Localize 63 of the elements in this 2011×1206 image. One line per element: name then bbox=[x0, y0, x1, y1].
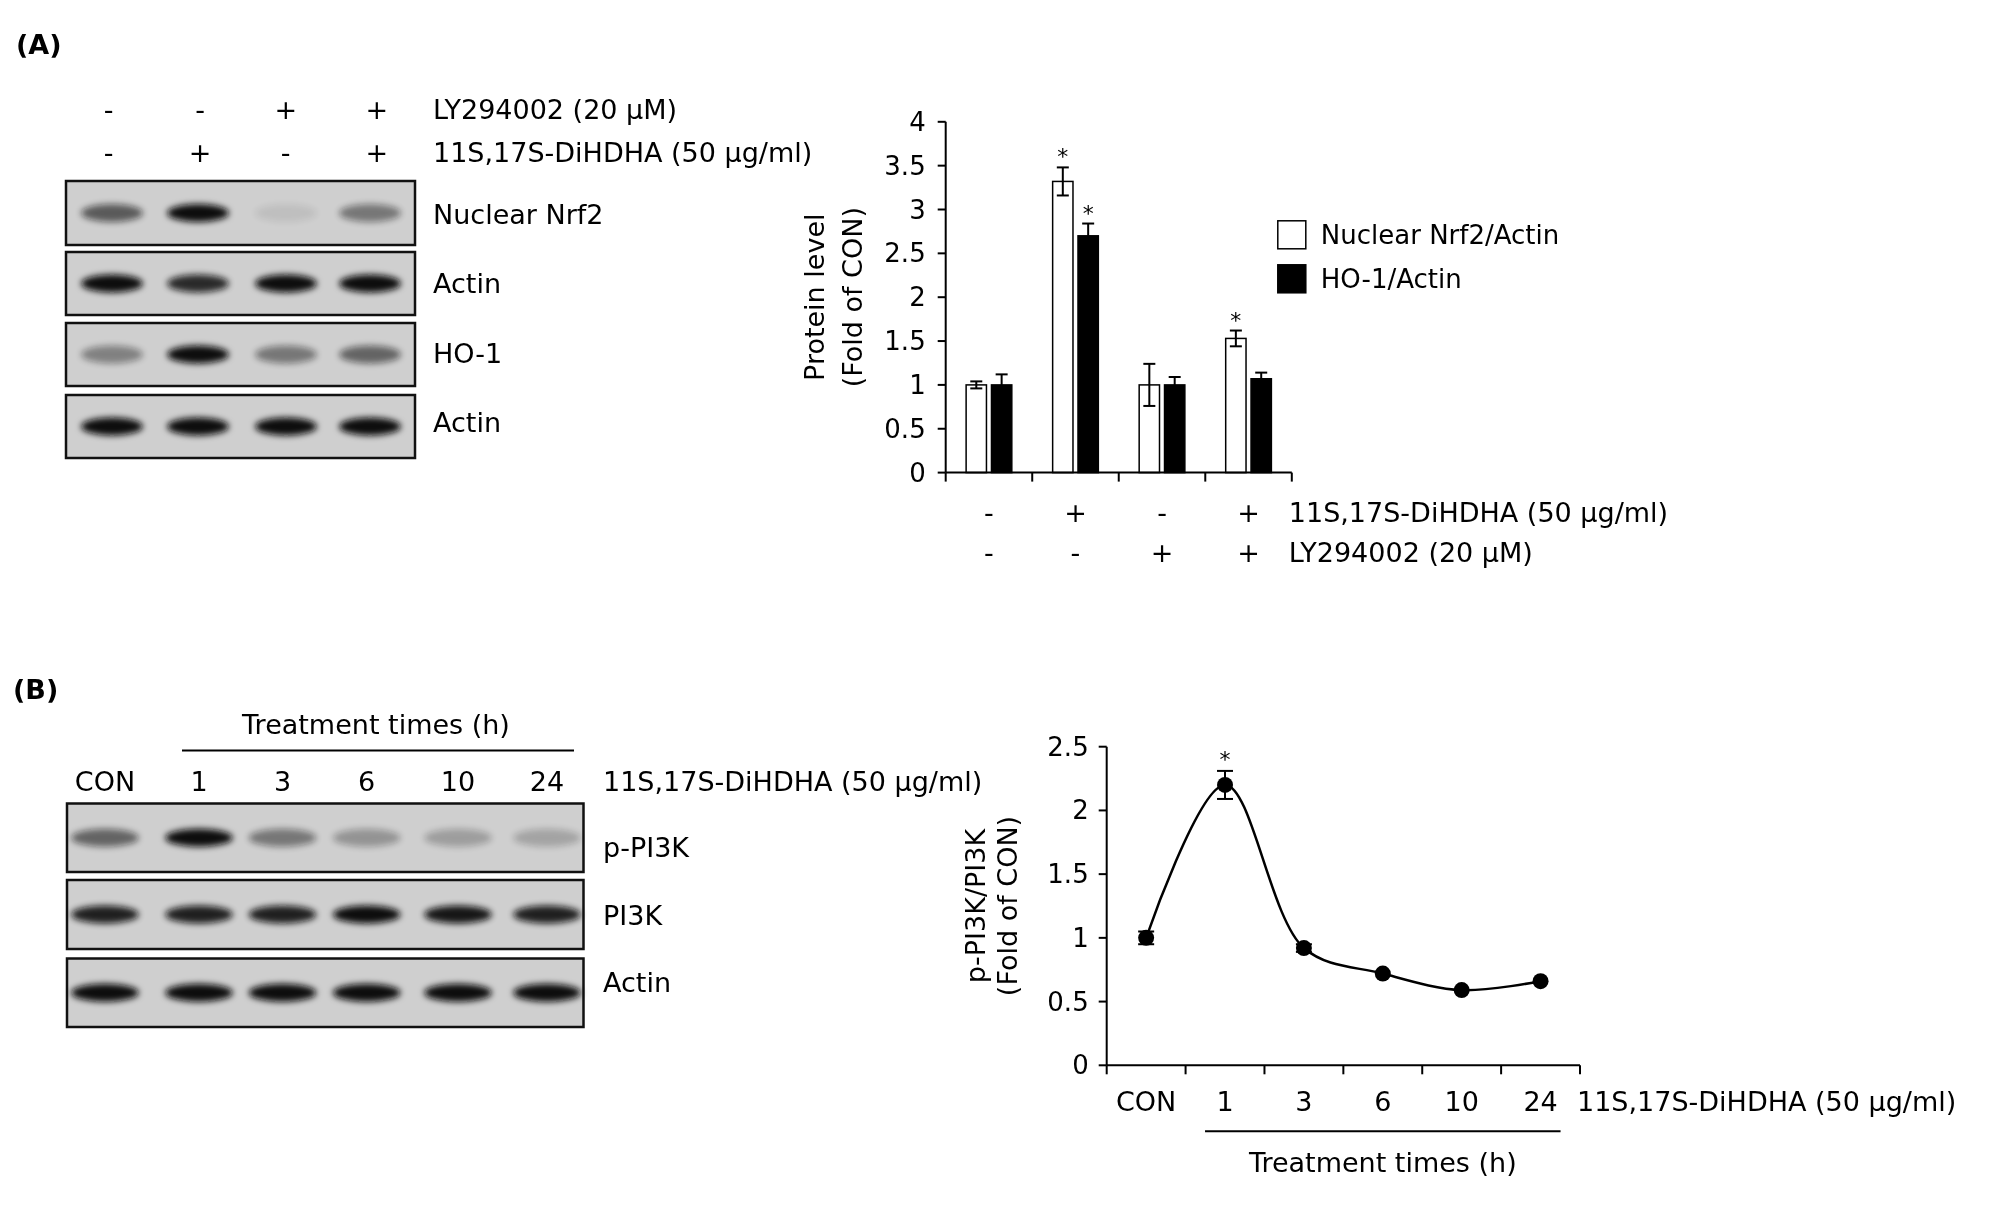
data-label: * bbox=[1082, 200, 1094, 226]
text: - bbox=[195, 93, 205, 125]
y-tick-label: 0 bbox=[909, 457, 926, 488]
y-tick-label: 2.5 bbox=[884, 238, 926, 269]
y-tick-label: 1.5 bbox=[1047, 859, 1089, 890]
text: 3 bbox=[273, 765, 292, 797]
text: Actin bbox=[433, 268, 502, 299]
x-tick-label: 1 bbox=[1216, 1085, 1234, 1117]
text: Nuclear Nrf2 bbox=[433, 199, 604, 231]
x-tick-label: CON bbox=[1115, 1085, 1177, 1117]
y-axis-title: Protein level (Fold of CON) bbox=[798, 207, 868, 388]
text: HO-1 bbox=[433, 337, 503, 369]
text: PI3K bbox=[603, 899, 664, 931]
y-tick-label: 3.5 bbox=[884, 150, 926, 181]
text: Treatment times (h) bbox=[1247, 1146, 1517, 1178]
text: (A) bbox=[16, 28, 62, 60]
text: (B) bbox=[13, 673, 59, 705]
text: - bbox=[280, 136, 291, 168]
legend-label: Nuclear Nrf2/Actin bbox=[1320, 219, 1560, 250]
text: Actin bbox=[603, 966, 672, 998]
x-tick-label: 10 bbox=[1444, 1085, 1479, 1117]
x-axis-title: 11S,17S-DiHDHA (50 μg/ml) LY294002 (20 μM) bbox=[1288, 497, 1669, 568]
y-tick-label: 1 bbox=[909, 369, 926, 400]
x-tick-label: + + bbox=[1237, 497, 1260, 568]
text: 1 bbox=[190, 765, 208, 797]
text: CON bbox=[74, 765, 136, 797]
text: 11S,17S-DiHDHA (50 μg/ml) bbox=[433, 136, 813, 168]
data-label: * bbox=[1230, 307, 1242, 333]
x-axis-title: 11S,17S-DiHDHA (50 μg/ml) bbox=[1577, 1085, 1957, 1117]
text: Actin bbox=[433, 406, 502, 438]
y-tick-label: 2 bbox=[1072, 795, 1089, 826]
text: 11S,17S-DiHDHA (50 μg/ml) bbox=[603, 765, 983, 797]
y-tick-label: 2 bbox=[909, 282, 926, 313]
x-tick-label: + - bbox=[1064, 497, 1087, 568]
data-label: * bbox=[1057, 144, 1069, 170]
y-tick-label: 1.5 bbox=[884, 326, 926, 357]
y-tick-label: 2.5 bbox=[1047, 731, 1089, 762]
y-tick-label: 3 bbox=[909, 194, 926, 225]
x-tick-label: 24 bbox=[1523, 1085, 1558, 1117]
text: - bbox=[103, 93, 114, 125]
y-tick-label: 0.5 bbox=[884, 413, 926, 444]
data-label: * bbox=[1219, 746, 1231, 772]
y-axis-title: p-PI3K/PI3K (Fold of CON) bbox=[959, 815, 1023, 997]
text: + bbox=[365, 136, 389, 168]
y-tick-label: 0 bbox=[1072, 1050, 1089, 1081]
text: + bbox=[365, 93, 389, 125]
y-tick-label: 4 bbox=[909, 106, 926, 137]
text: Treatment times (h) bbox=[241, 708, 510, 740]
text: 10 bbox=[440, 765, 476, 797]
text: + bbox=[274, 93, 298, 125]
x-tick-label: 3 bbox=[1295, 1085, 1313, 1117]
legend-label: HO-1/Actin bbox=[1320, 263, 1462, 294]
text: 6 bbox=[358, 765, 376, 797]
text: - bbox=[103, 136, 114, 168]
y-tick-label: 0.5 bbox=[1047, 986, 1089, 1017]
x-tick-label: 6 bbox=[1374, 1085, 1392, 1117]
text: p-PI3K bbox=[603, 831, 691, 863]
y-tick-label: 1 bbox=[1072, 922, 1089, 953]
x-tick-label: - + bbox=[1150, 497, 1174, 568]
text: + bbox=[188, 136, 212, 168]
text: 24 bbox=[529, 765, 565, 797]
x-tick-label: - - bbox=[984, 497, 994, 568]
text: LY294002 (20 μM) bbox=[433, 93, 678, 125]
